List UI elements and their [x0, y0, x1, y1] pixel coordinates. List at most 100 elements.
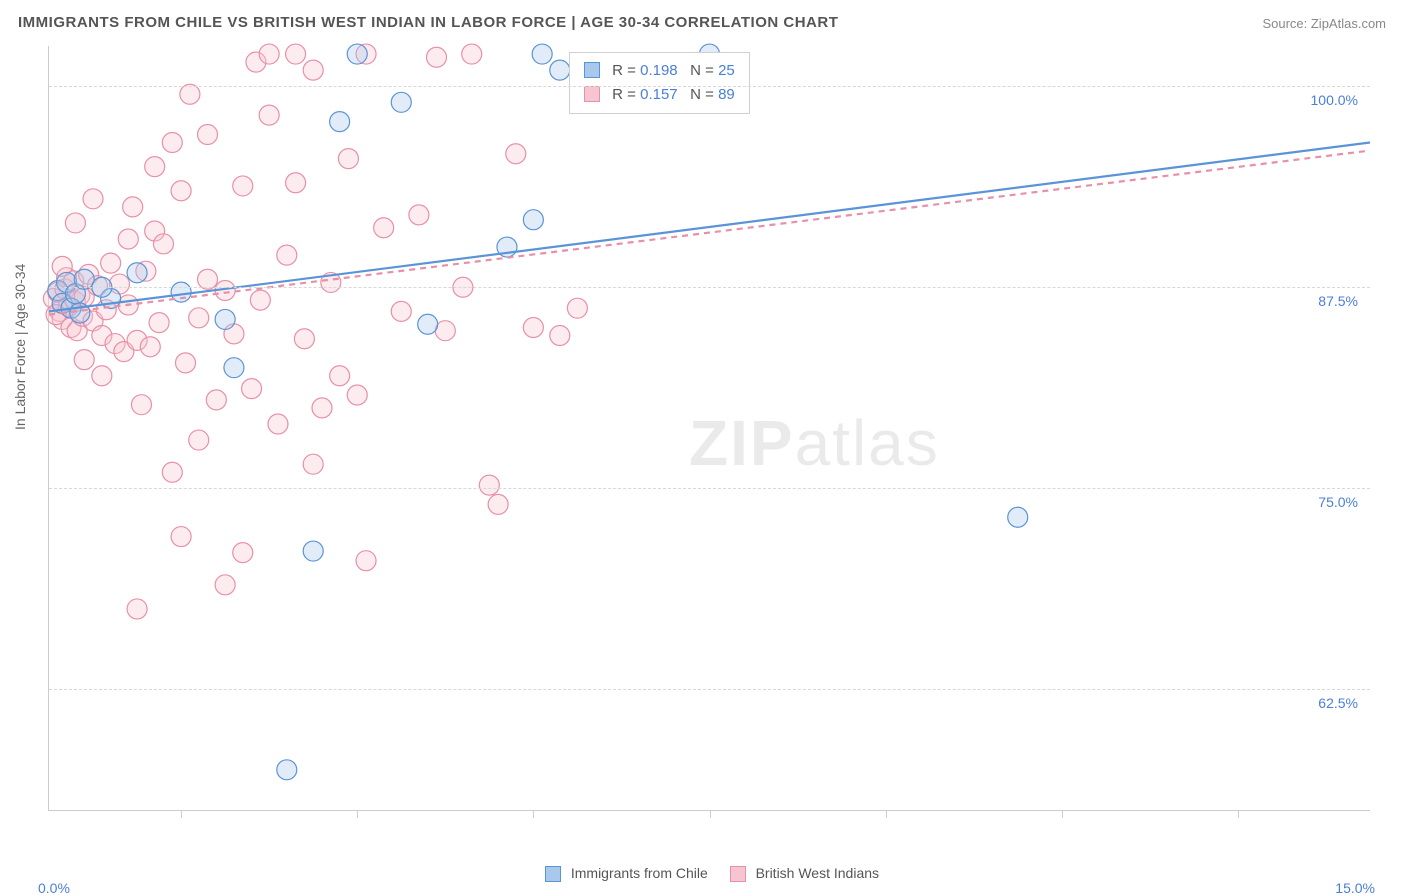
xtick	[710, 810, 711, 818]
scatter-point	[268, 414, 288, 434]
bottom-legend: Immigrants from Chile British West India…	[0, 865, 1406, 882]
gridline	[49, 488, 1370, 489]
scatter-point	[233, 543, 253, 563]
plot-area: R = 0.198 N = 25 R = 0.157 N = 89 ZIPatl…	[48, 46, 1370, 811]
scatter-point	[189, 430, 209, 450]
scatter-point	[233, 176, 253, 196]
scatter-point	[356, 551, 376, 571]
scatter-point	[171, 527, 191, 547]
xtick	[533, 810, 534, 818]
stats-row-chile: R = 0.198 N = 25	[584, 59, 735, 83]
scatter-point	[171, 181, 191, 201]
scatter-point	[277, 760, 297, 780]
ytick-label: 75.0%	[1318, 494, 1358, 510]
xtick	[886, 810, 887, 818]
scatter-point	[153, 234, 173, 254]
ytick-label: 87.5%	[1318, 293, 1358, 309]
scatter-point	[162, 462, 182, 482]
scatter-point	[123, 197, 143, 217]
scatter-point	[1008, 507, 1028, 527]
chart-title: IMMIGRANTS FROM CHILE VS BRITISH WEST IN…	[18, 14, 838, 31]
scatter-point	[347, 44, 367, 64]
scatter-point	[479, 475, 499, 495]
regression-line	[49, 143, 1370, 312]
scatter-point	[101, 253, 121, 273]
scatter-point	[162, 133, 182, 153]
scatter-point	[435, 321, 455, 341]
scatter-point	[286, 173, 306, 193]
scatter-point	[242, 379, 262, 399]
scatter-point	[198, 124, 218, 144]
scatter-point	[83, 189, 103, 209]
gridline	[49, 287, 1370, 288]
y-axis-label: In Labor Force | Age 30-34	[12, 264, 28, 430]
r-value-bwi: 0.157	[640, 86, 678, 103]
legend-label-bwi: British West Indians	[756, 865, 879, 881]
gridline	[49, 689, 1370, 690]
swatch-bwi-icon	[730, 866, 746, 882]
scatter-point	[189, 308, 209, 328]
scatter-point	[127, 599, 147, 619]
scatter-point	[338, 149, 358, 169]
scatter-point	[127, 263, 147, 283]
scatter-point	[180, 84, 200, 104]
scatter-point	[391, 92, 411, 112]
scatter-point	[198, 269, 218, 289]
scatter-point	[65, 213, 85, 233]
legend-label-chile: Immigrants from Chile	[571, 865, 708, 881]
xtick	[1062, 810, 1063, 818]
scatter-point	[215, 309, 235, 329]
scatter-point	[250, 290, 270, 310]
scatter-point	[409, 205, 429, 225]
scatter-point	[303, 541, 323, 561]
xtick	[1238, 810, 1239, 818]
scatter-point	[567, 298, 587, 318]
scatter-point	[426, 47, 446, 67]
scatter-point	[92, 366, 112, 386]
ytick-label: 62.5%	[1318, 695, 1358, 711]
scatter-point	[277, 245, 297, 265]
scatter-point	[294, 329, 314, 349]
xtick	[357, 810, 358, 818]
scatter-point	[118, 229, 138, 249]
scatter-point	[149, 313, 169, 333]
stats-legend: R = 0.198 N = 25 R = 0.157 N = 89	[569, 52, 750, 114]
scatter-point	[131, 395, 151, 415]
n-value-bwi: 89	[718, 86, 735, 103]
x-min-label: 0.0%	[38, 880, 70, 896]
regression-line	[49, 151, 1370, 315]
scatter-point	[532, 44, 552, 64]
scatter-point	[74, 350, 94, 370]
scatter-point	[145, 157, 165, 177]
scatter-point	[374, 218, 394, 238]
scatter-point	[391, 301, 411, 321]
scatter-point	[330, 112, 350, 132]
swatch-chile-icon	[584, 62, 600, 78]
scatter-point	[303, 60, 323, 80]
scatter-point	[140, 337, 160, 357]
plot-svg	[49, 46, 1370, 810]
scatter-point	[286, 44, 306, 64]
scatter-point	[330, 366, 350, 386]
scatter-point	[74, 269, 94, 289]
scatter-point	[418, 314, 438, 334]
xtick	[181, 810, 182, 818]
swatch-chile-icon	[545, 866, 561, 882]
scatter-point	[462, 44, 482, 64]
scatter-point	[506, 144, 526, 164]
scatter-point	[259, 105, 279, 125]
scatter-point	[523, 210, 543, 230]
chart-container: IMMIGRANTS FROM CHILE VS BRITISH WEST IN…	[0, 0, 1406, 892]
gridline	[49, 86, 1370, 87]
scatter-point	[347, 385, 367, 405]
scatter-point	[303, 454, 323, 474]
scatter-point	[215, 575, 235, 595]
ytick-label: 100.0%	[1311, 92, 1358, 108]
scatter-point	[312, 398, 332, 418]
scatter-point	[488, 494, 508, 514]
r-value-chile: 0.198	[640, 62, 678, 79]
x-max-label: 15.0%	[1335, 880, 1375, 896]
scatter-point	[224, 358, 244, 378]
source-label: Source: ZipAtlas.com	[1262, 16, 1386, 31]
swatch-bwi-icon	[584, 86, 600, 102]
